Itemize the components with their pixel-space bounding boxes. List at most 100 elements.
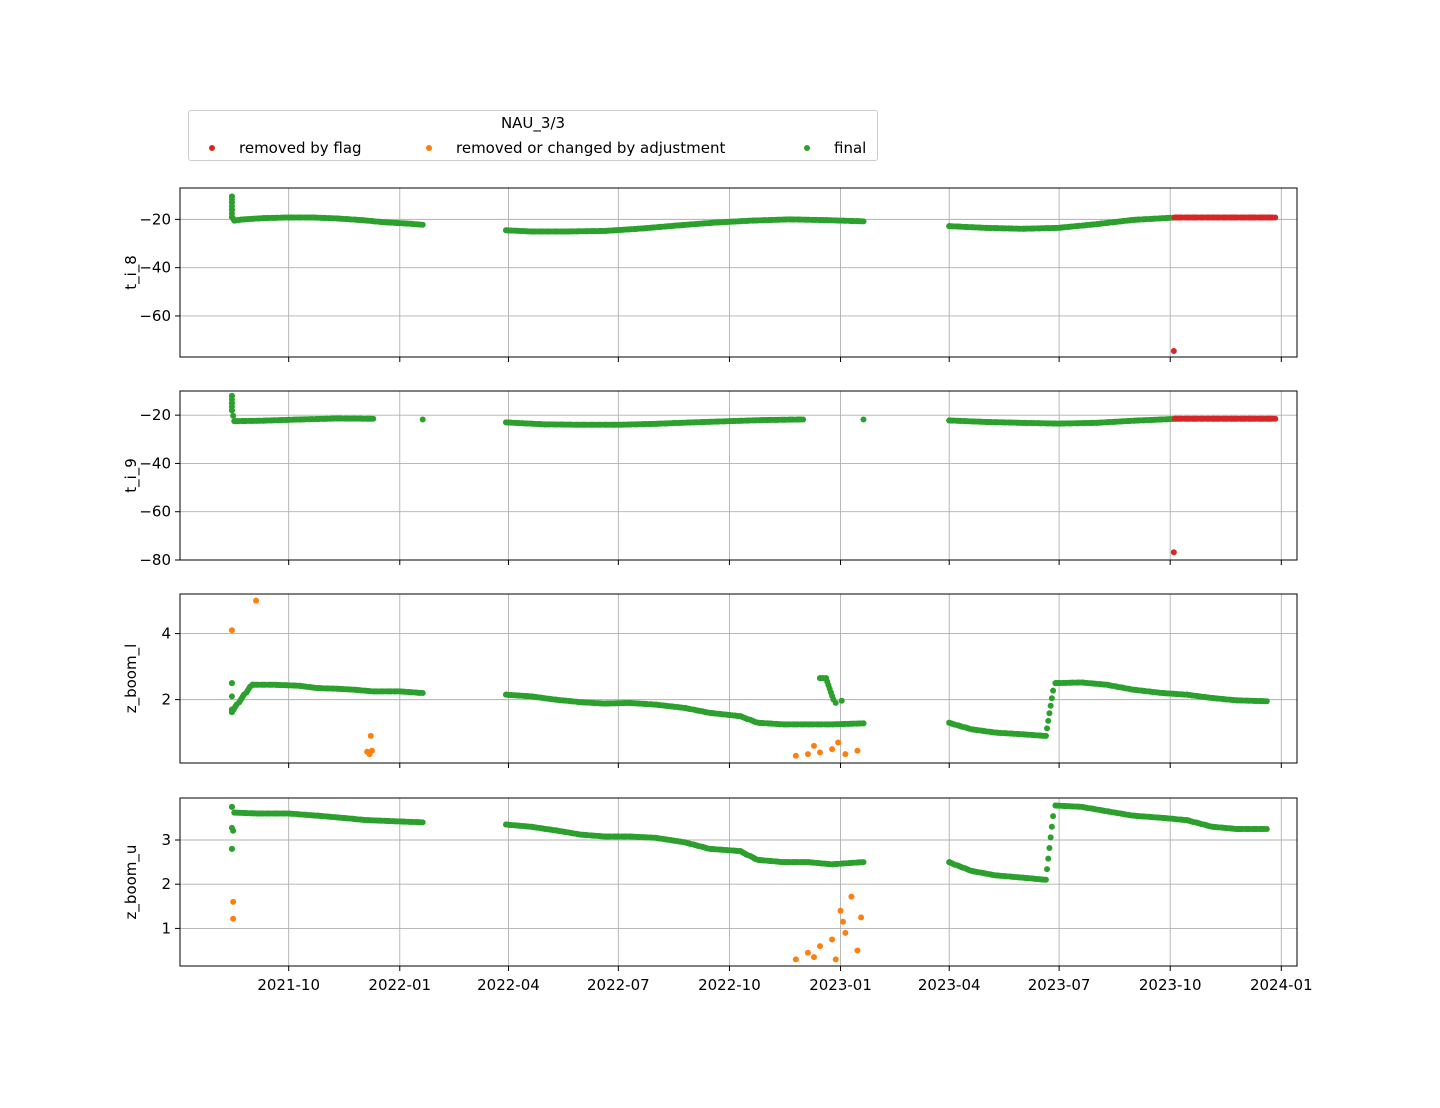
data-point-final (675, 222, 682, 229)
data-point-final (231, 217, 238, 224)
data-point-adjust (230, 915, 237, 922)
data-point-final (1045, 717, 1052, 724)
data-point-final (1052, 802, 1059, 809)
data-point-final (638, 225, 645, 232)
data-point-final (503, 419, 510, 426)
x-tick-label: 2022-01 (368, 976, 431, 994)
data-point-final (1104, 681, 1111, 688)
data-point-final (1044, 725, 1051, 732)
data-point-final (602, 700, 609, 707)
data-point-final (419, 819, 426, 826)
data-point-flag (1245, 214, 1252, 221)
y-tick-label: −80 (139, 551, 171, 569)
data-point-final (946, 719, 953, 726)
data-point-adjust (253, 597, 260, 604)
y-tick-label: −40 (139, 454, 171, 472)
data-point-final (652, 834, 659, 841)
legend-label-final: final (834, 139, 867, 157)
data-point-adjust (792, 752, 799, 759)
x-tick-label: 2024-01 (1250, 976, 1313, 994)
data-point-final (228, 206, 235, 213)
data-point-final (707, 845, 714, 852)
y-tick-label: −20 (139, 210, 171, 228)
data-point-final (946, 417, 953, 424)
data-point-final (228, 400, 235, 407)
data-point-final (946, 859, 953, 866)
data-point-final (308, 214, 315, 221)
axes-frame (179, 390, 1298, 561)
data-point-final (860, 859, 867, 866)
data-point-final (228, 407, 235, 414)
data-point-final (1019, 731, 1026, 738)
legend-marker-flag (209, 145, 215, 151)
data-point-final (1263, 825, 1270, 832)
data-point-flag (1172, 415, 1179, 422)
data-point-flag (1245, 415, 1252, 422)
data-point-final (503, 227, 510, 234)
data-point-final (1019, 419, 1026, 426)
data-point-adjust (832, 956, 839, 963)
data-point-final (285, 810, 292, 817)
data-point-final (1263, 698, 1270, 705)
legend-title: NAU_3/3 (500, 114, 566, 132)
data-point-adjust (829, 936, 836, 943)
data-point-final (249, 681, 256, 688)
data-point-final (228, 709, 235, 716)
data-point-flag (1170, 549, 1177, 556)
legend-entry-adjust: removed or changed by adjustment (426, 139, 725, 157)
data-point-adjust (839, 918, 846, 925)
data-point-final (1046, 844, 1053, 851)
data-point-adjust (837, 907, 844, 914)
data-point-final (230, 412, 237, 419)
data-point-final (707, 709, 714, 716)
data-point-final (407, 220, 414, 227)
data-point-final (993, 729, 1000, 736)
data-point-adjust (835, 739, 842, 746)
data-point-final (528, 823, 535, 830)
data-point-final (1044, 866, 1051, 873)
data-point-final (1079, 803, 1086, 810)
data-point-final (364, 817, 371, 824)
data-point-final (763, 416, 770, 423)
data-point-adjust (817, 943, 824, 950)
data-point-final (969, 867, 976, 874)
data-point-final (228, 693, 235, 700)
data-point-final (260, 215, 267, 222)
data-point-final (823, 675, 830, 682)
data-point-final (1130, 417, 1137, 424)
data-point-final (755, 856, 762, 863)
data-point-final (652, 701, 659, 708)
data-point-final (579, 831, 586, 838)
data-point-final (1233, 825, 1240, 832)
data-point-final (260, 417, 267, 424)
y-tick-label: 1 (161, 919, 171, 937)
data-point-final (1056, 224, 1063, 231)
data-point-final (1046, 710, 1053, 717)
data-point-final (1045, 855, 1052, 862)
data-point-final (1050, 687, 1057, 694)
data-point-final (681, 704, 688, 711)
data-point-final (786, 216, 793, 223)
data-point-final (231, 418, 238, 425)
data-point-final (804, 859, 811, 866)
data-point-final (296, 682, 303, 689)
data-point-final (228, 199, 235, 206)
data-point-adjust (369, 747, 376, 754)
data-point-final (228, 193, 235, 200)
data-point-final (626, 699, 633, 706)
data-point-final (579, 421, 586, 428)
data-point-final (231, 809, 238, 816)
data-point-final (780, 721, 787, 728)
data-point-adjust (829, 746, 836, 753)
y-axis-label: z_boom_u (122, 845, 141, 920)
data-point-final (285, 214, 292, 221)
data-point-flag (1272, 415, 1279, 422)
data-point-final (829, 861, 836, 868)
data-point-flag (1190, 214, 1197, 221)
y-axis-label: z_boom_l (122, 644, 141, 714)
data-point-final (615, 421, 622, 428)
data-point-adjust (792, 956, 799, 963)
data-point-flag (1227, 214, 1234, 221)
